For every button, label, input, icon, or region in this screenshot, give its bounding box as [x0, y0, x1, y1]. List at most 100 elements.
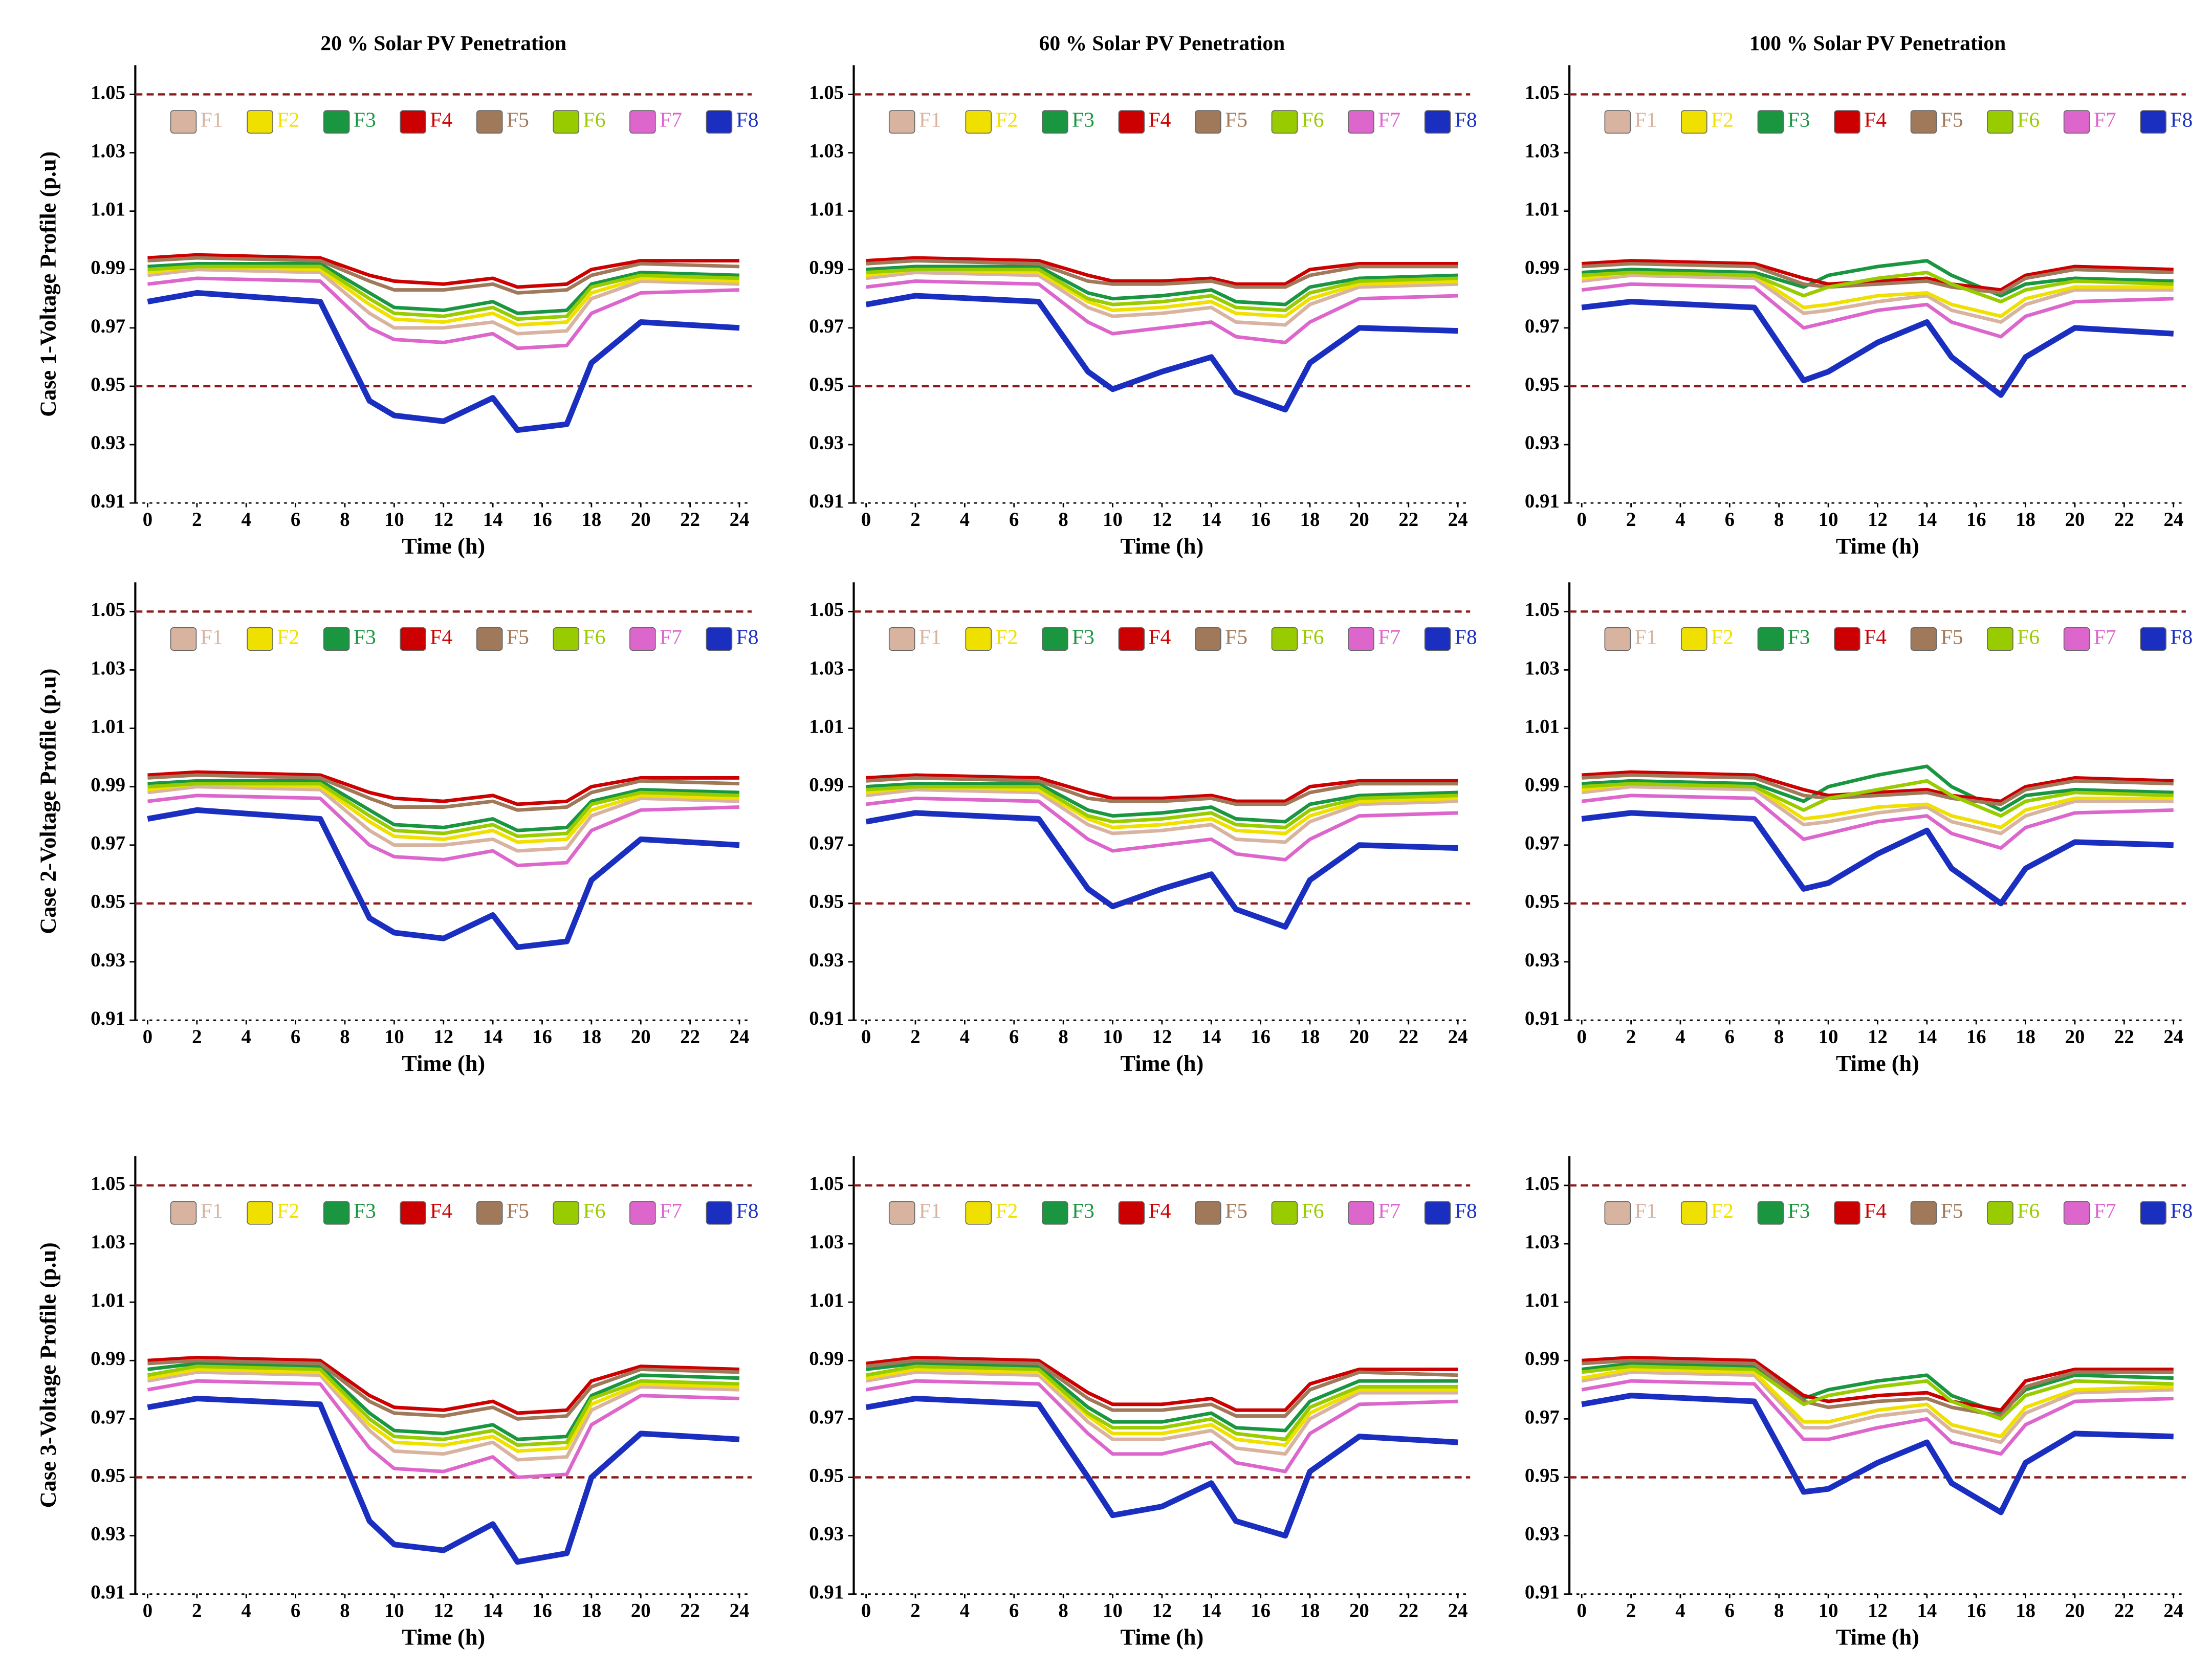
series-line: [865, 810, 1458, 930]
y-tick-label: 0.93: [809, 1523, 844, 1545]
x-tick-label: 20: [1349, 1026, 1369, 1048]
x-tick-label: 0: [861, 1026, 871, 1048]
legend-label: F7: [1378, 1199, 1400, 1222]
y-tick-label: 0.93: [1525, 949, 1560, 971]
y-tick-label: 1.03: [1525, 657, 1560, 679]
y-tick-label: 0.93: [91, 949, 125, 971]
legend-label: F7: [660, 108, 682, 131]
series-line: [147, 265, 740, 321]
x-tick-label: 24: [1448, 1026, 1468, 1048]
series-line: [1582, 259, 2174, 292]
y-tick-label: 1.05: [809, 599, 844, 621]
legend-label: F4: [1149, 625, 1171, 649]
series-line: [147, 268, 740, 336]
x-axis-label: Time (h): [1120, 1624, 1203, 1649]
x-tick-label: 24: [730, 1600, 750, 1622]
chart-panel: 20 % Solar PV Penetration Case 1-Voltage …: [35, 31, 758, 559]
y-tick-label: 1.01: [809, 715, 844, 737]
legend-label: F3: [354, 1199, 376, 1222]
x-tick-label: 24: [730, 1026, 750, 1048]
x-tick-label: 10: [1103, 1600, 1123, 1622]
series-line: [147, 256, 740, 295]
legend-swatch: [170, 1201, 197, 1225]
legend-swatch: [1348, 110, 1374, 134]
x-tick-label: 18: [1300, 1600, 1320, 1622]
legend-label: F2: [995, 625, 1018, 649]
x-tick-label: 0: [861, 1600, 871, 1622]
x-tick-label: 2: [1626, 509, 1636, 531]
legend-label: F4: [1864, 108, 1887, 131]
x-tick-label: 4: [960, 509, 970, 531]
legend-label: F4: [1149, 108, 1171, 131]
series-line: [865, 1395, 1458, 1539]
legend-label: F1: [919, 1199, 941, 1222]
x-tick-label: 10: [1103, 1026, 1123, 1048]
y-tick-label: 1.03: [809, 140, 844, 162]
series-line: [866, 785, 1458, 829]
legend-label: F7: [2094, 108, 2116, 131]
y-tick-label: 0.93: [91, 1523, 125, 1545]
y-tick-label: 0.93: [91, 432, 125, 454]
legend-label: F4: [1864, 625, 1887, 649]
x-tick-label: 24: [2163, 509, 2183, 531]
x-axis-label: Time (h): [402, 1051, 485, 1076]
x-tick-label: 14: [1201, 1026, 1221, 1048]
series-line: [866, 785, 1458, 835]
legend-swatch: [323, 110, 350, 134]
legend-label: F8: [1455, 625, 1477, 649]
series-line: [1581, 299, 2174, 398]
legend-swatch: [1271, 110, 1298, 134]
series-line: [147, 276, 740, 350]
x-tick-label: 16: [1966, 509, 1986, 531]
x-tick-label: 14: [1201, 509, 1221, 531]
x-tick-label: 18: [582, 1026, 602, 1048]
x-tick-label: 2: [192, 1026, 202, 1048]
legend-label: F4: [430, 625, 452, 649]
legend-swatch: [1348, 627, 1374, 651]
x-tick-label: 0: [1577, 1026, 1587, 1048]
legend-swatch: [1681, 110, 1707, 134]
y-tick-label: 0.99: [809, 774, 844, 796]
y-tick-label: 0.99: [91, 774, 125, 796]
x-axis-label: Time (h): [1120, 1051, 1203, 1076]
series-line: [147, 1355, 740, 1415]
y-tick-label: 0.93: [809, 432, 844, 454]
series-line: [147, 1358, 740, 1421]
y-tick-label: 0.91: [1525, 1007, 1560, 1029]
series-line: [1581, 1379, 2174, 1456]
x-tick-label: 18: [2016, 509, 2035, 531]
x-tick-label: 18: [582, 1600, 602, 1622]
legend-label: F8: [1455, 108, 1477, 131]
x-tick-label: 16: [532, 509, 552, 531]
y-tick-label: 0.95: [809, 891, 844, 913]
legend-label: F3: [1072, 108, 1094, 131]
x-tick-label: 20: [631, 1600, 651, 1622]
x-tick-label: 22: [2114, 509, 2134, 531]
x-tick-label: 8: [1774, 509, 1784, 531]
legend-swatch: [1118, 627, 1145, 651]
legend-swatch: [706, 627, 733, 651]
y-tick-label: 1.03: [91, 140, 125, 162]
y-tick-label: 0.91: [91, 1007, 125, 1029]
legend-swatch: [476, 110, 503, 134]
legend-swatch: [1910, 110, 1937, 134]
y-tick-label: 0.97: [1525, 315, 1560, 337]
y-tick-label: 0.97: [1525, 832, 1560, 854]
legend-label: F8: [736, 1199, 759, 1222]
x-axis-label: Time (h): [402, 1624, 485, 1649]
legend-label: F1: [201, 625, 223, 649]
x-tick-label: 22: [680, 1026, 700, 1048]
legend-label: F1: [1635, 108, 1657, 131]
x-tick-label: 8: [1058, 509, 1068, 531]
legend-label: F1: [919, 625, 941, 649]
series-line: [1582, 773, 2174, 806]
series-line: [147, 794, 740, 868]
series-line: [866, 268, 1458, 312]
chart-panel: 100 % Solar PV Penetration Time (h) 0.91 0.…: [1525, 31, 2193, 559]
y-tick-label: 0.95: [91, 1464, 125, 1486]
x-tick-label: 14: [1917, 1600, 1937, 1622]
y-tick-label: 0.95: [809, 373, 844, 395]
y-tick-label: 1.01: [809, 1289, 844, 1311]
series-line: [1581, 1370, 2174, 1444]
x-tick-label: 20: [2065, 1600, 2085, 1622]
